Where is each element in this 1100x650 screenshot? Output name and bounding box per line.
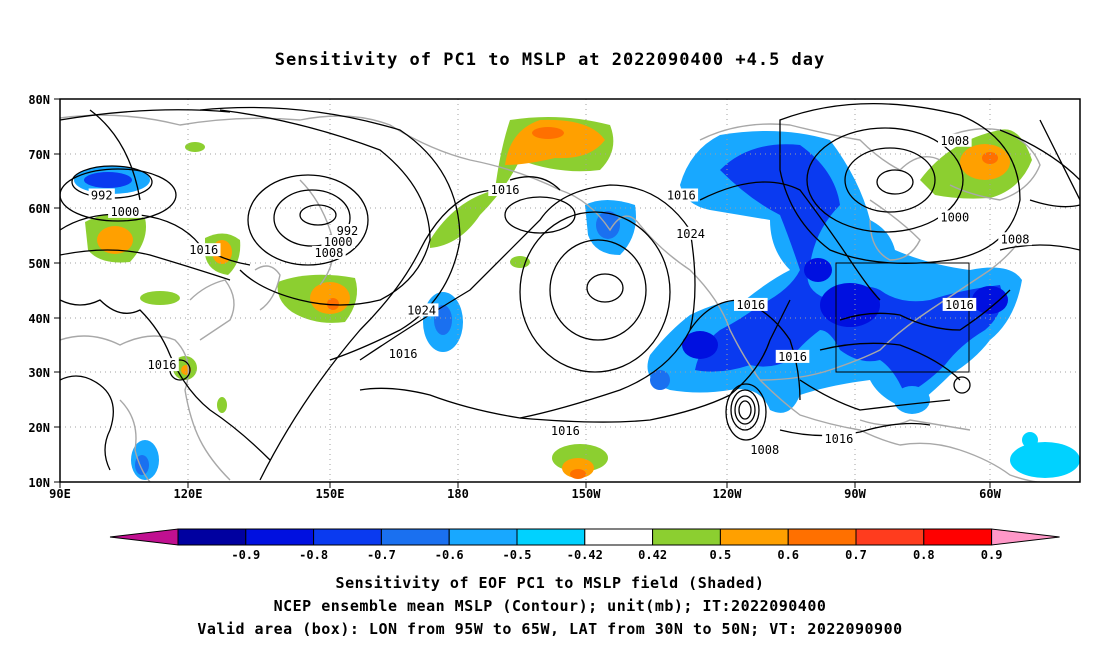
- lon-label: 120E: [174, 487, 203, 501]
- contour-label: 1016: [945, 298, 974, 312]
- colorbar-label: 0.5: [710, 548, 732, 562]
- colorbar-label: 0.6: [777, 548, 799, 562]
- lon-label: 150W: [572, 487, 602, 501]
- shaded-sensitivity: [74, 116, 1080, 480]
- contour-label-bg: [938, 133, 972, 147]
- contour-label-bg: [334, 224, 361, 238]
- lat-label: 60N: [28, 202, 50, 216]
- lat-label: 20N: [28, 421, 50, 435]
- contour-label: 1000: [324, 235, 353, 249]
- contour-label: 992: [91, 188, 113, 202]
- colorbar-segment: [177, 528, 247, 546]
- contour-label: 1016: [667, 188, 696, 202]
- latitude-labels: 80N 70N 60N 50N 40N 30N 20N 10N: [28, 93, 50, 490]
- contour-label: 1016: [736, 298, 765, 312]
- contour-label-bg: [942, 297, 977, 311]
- contour-label: 1024: [676, 227, 705, 241]
- colorbar-right-arrow: [991, 528, 1060, 546]
- lon-label: 180: [447, 487, 469, 501]
- colorbar-label: -0.8: [299, 548, 328, 562]
- contour-label-bg: [186, 243, 221, 257]
- colorbar-label: -0.9: [231, 548, 260, 562]
- colorbar-left-arrow: [109, 528, 179, 546]
- colorbar-label: 0.9: [981, 548, 1003, 562]
- contour-label: 1016: [824, 432, 853, 446]
- colorbar-segment: [313, 528, 382, 546]
- contour-label: 992: [337, 224, 359, 238]
- contour-label-bg: [88, 188, 115, 202]
- colorbar-label: 0.42: [638, 548, 667, 562]
- contour-label-bg: [386, 347, 420, 361]
- contour-label-bg: [145, 358, 179, 372]
- lon-label: 90E: [49, 487, 71, 501]
- contour-label: 1016: [778, 350, 807, 364]
- contour-label-bg: [938, 210, 972, 224]
- contour-label: 1016: [491, 183, 520, 197]
- tick-marks: [54, 98, 991, 488]
- contour-label: 1024: [407, 303, 436, 317]
- lat-label: 40N: [28, 312, 50, 326]
- lon-label: 120W: [713, 487, 743, 501]
- contour-label-bg: [108, 204, 142, 218]
- footer-line-1: Sensitivity of EOF PC1 to MSLP field (Sh…: [335, 574, 765, 592]
- colorbar-label: 0.7: [845, 548, 867, 562]
- contour-label-bg: [312, 245, 346, 259]
- colorbar-label: -0.42: [567, 548, 603, 562]
- colorbar-segment: [448, 528, 518, 546]
- contour-label-bg: [488, 183, 522, 197]
- map-title: Sensitivity of PC1 to MSLP at 2022090400…: [274, 50, 826, 70]
- lat-label: 70N: [28, 148, 50, 162]
- contour-label-bg: [998, 232, 1032, 246]
- contour-label: 1008: [940, 134, 969, 148]
- lat-label: 10N: [28, 476, 50, 490]
- isobar-contours: [60, 103, 1080, 481]
- contour-label-bg: [747, 442, 782, 456]
- contour-label: 1016: [389, 347, 418, 361]
- contour-label: 1016: [148, 358, 177, 372]
- colorbar-segment: [245, 528, 315, 546]
- colorbar: -0.9 -0.8 -0.7 -0.6 -0.5 -0.42 0.42 0.5 0.6 0.7 0.…: [109, 528, 1060, 562]
- contour-label: 1000: [940, 210, 969, 224]
- lat-label: 50N: [28, 257, 50, 271]
- colorbar-segment: [652, 528, 721, 546]
- contour-label-bg: [673, 226, 708, 240]
- lat-label: 30N: [28, 366, 50, 380]
- colorbar-label: -0.6: [435, 548, 464, 562]
- footer-line-2: NCEP ensemble mean MSLP (Contour); unit(…: [273, 597, 827, 615]
- colorbar-segment: [855, 528, 925, 546]
- colorbar-segment: [787, 528, 857, 546]
- longitude-labels: 90E 120E 150E 180 150W 120W 90W 60W: [49, 487, 1001, 501]
- lon-label: 60W: [979, 487, 1001, 501]
- colorbar-label: 0.8: [913, 548, 935, 562]
- contour-label: 1008: [314, 246, 343, 260]
- contour-label: 1000: [110, 205, 139, 219]
- plot-frame: [59, 98, 1081, 483]
- footer-line-3: Valid area (box): LON from 95W to 65W, L…: [197, 620, 903, 638]
- lon-label: 90W: [844, 487, 866, 501]
- colorbar-segment: [516, 528, 586, 546]
- contour-label-bg: [822, 431, 856, 445]
- contour-label-bg: [734, 297, 768, 311]
- colorbar-segment: [380, 528, 450, 546]
- colorbar-segment: [923, 528, 993, 546]
- contour-label: 1016: [189, 243, 218, 257]
- contour-label: 1008: [1001, 232, 1030, 246]
- coastlines: [60, 114, 1041, 482]
- contour-label-bg: [664, 188, 699, 202]
- valid-area-box: [835, 262, 970, 373]
- contour-label: 1016: [551, 424, 580, 438]
- contour-label-bg: [548, 423, 583, 437]
- colorbar-label: -0.5: [503, 548, 532, 562]
- colorbar-segment: [584, 528, 654, 546]
- lon-label: 150E: [316, 487, 345, 501]
- contour-label-bg: [321, 234, 355, 248]
- colorbar-label: -0.7: [367, 548, 396, 562]
- lat-label: 80N: [28, 93, 50, 107]
- contour-label: 1008: [750, 443, 779, 457]
- contour-label-bg: [404, 303, 439, 317]
- contour-label-bg: [775, 349, 810, 363]
- colorbar-segment: [719, 528, 789, 546]
